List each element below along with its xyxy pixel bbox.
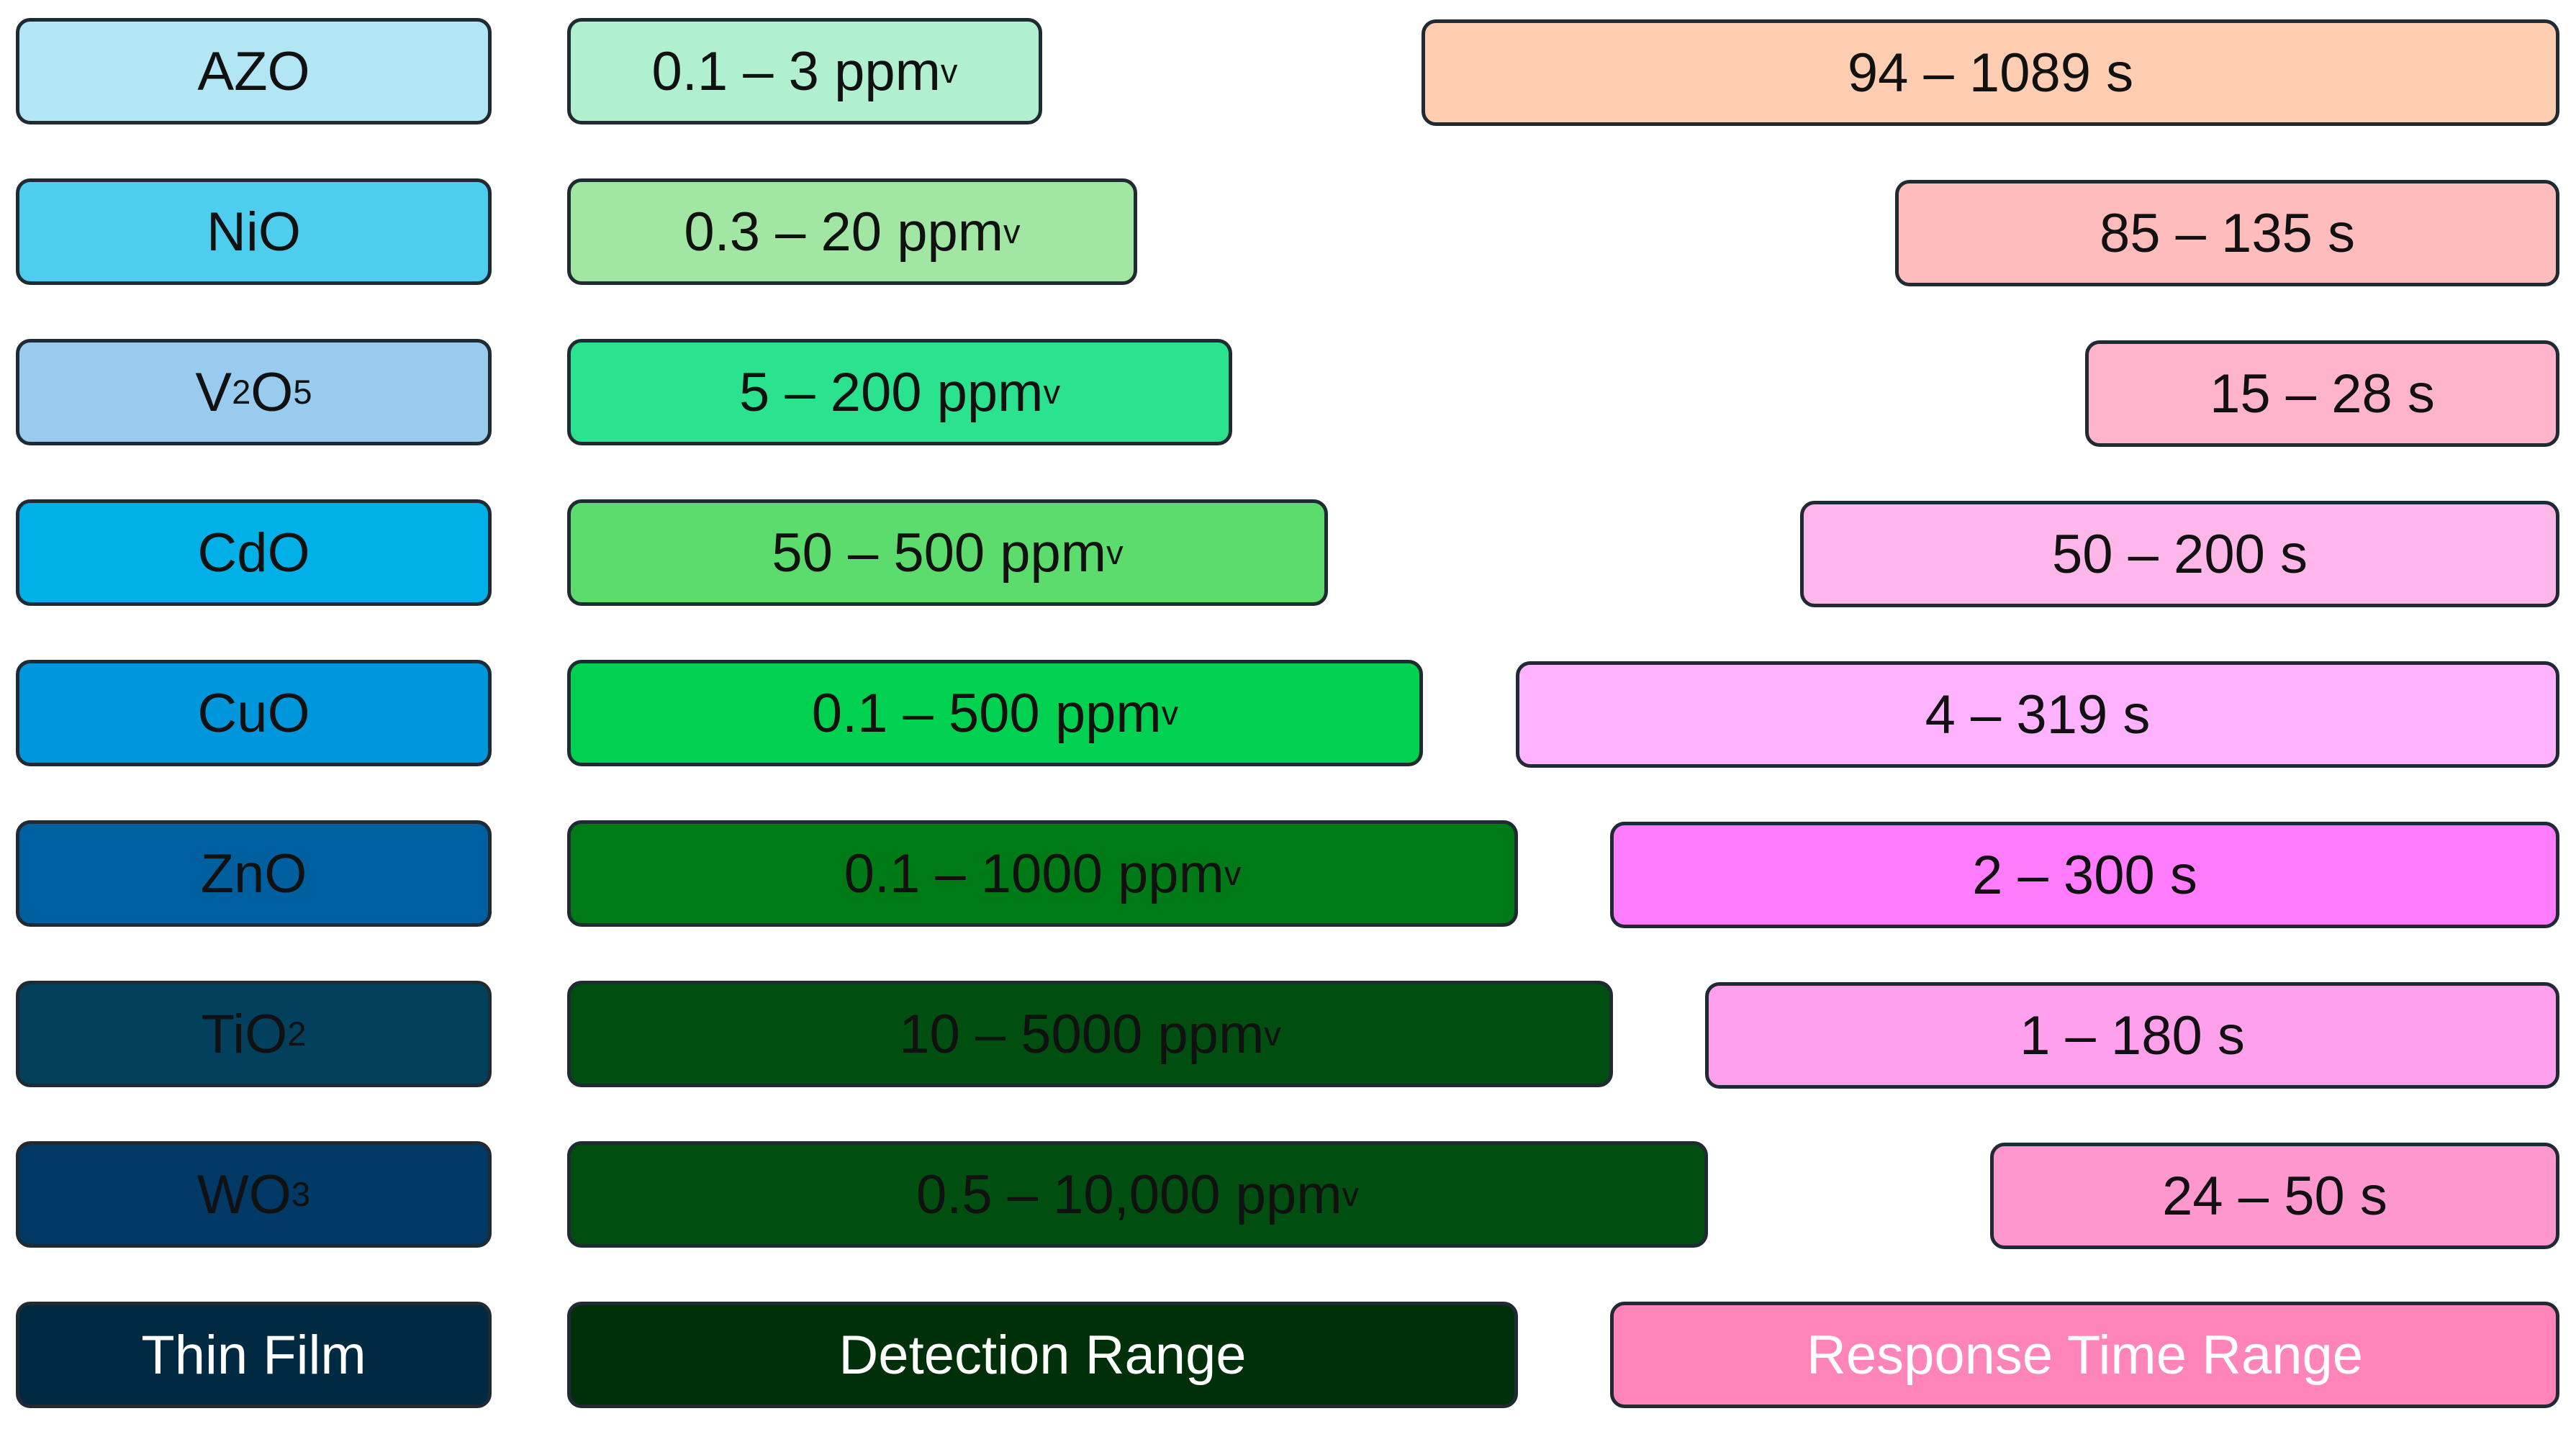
thin-film-box: ZnO [16, 820, 492, 927]
detection-range-label: 5 – 200 ppm [738, 361, 1044, 423]
legend-response-time-range: Response Time Range [1610, 1302, 2559, 1408]
thin-film-label: AZO [197, 40, 310, 102]
response-time-bar: 24 – 50 s [1990, 1143, 2559, 1249]
response-time-label: 85 – 135 s [2100, 202, 2355, 264]
thin-film-box: WO 3 [16, 1141, 492, 1248]
response-time-bar: 50 – 200 s [1800, 501, 2559, 607]
response-time-bar: 94 – 1089 s [1422, 19, 2559, 126]
response-time-bar: 4 – 319 s [1516, 661, 2559, 768]
detection-range-bar: 5 – 200 ppm v [567, 339, 1232, 445]
thin-film-label: V [195, 361, 232, 423]
detection-range-bar: 0.1 – 500 ppm v [567, 660, 1423, 766]
detection-range-bar: 0.1 – 3 ppm v [567, 18, 1042, 124]
thin-film-label: ZnO [200, 843, 307, 904]
response-time-bar: 2 – 300 s [1610, 822, 2559, 928]
legend-detection-range: Detection Range [567, 1302, 1518, 1408]
response-time-label: 4 – 319 s [1925, 684, 2151, 745]
thin-film-label: TiO [201, 1003, 288, 1065]
thin-film-box: CuO [16, 660, 492, 766]
detection-range-label: 50 – 500 ppm [772, 522, 1107, 584]
thin-film-label: CuO [197, 682, 310, 744]
thin-film-box: CdO [16, 499, 492, 606]
thin-film-box: AZO [16, 18, 492, 124]
response-time-bar: 15 – 28 s [2085, 340, 2559, 447]
response-time-bar: 85 – 135 s [1895, 180, 2559, 286]
thin-film-box: TiO 2 [16, 981, 492, 1087]
response-time-bar: 1 – 180 s [1705, 982, 2559, 1089]
detection-range-bar: 0.3 – 20 ppm v [567, 178, 1137, 285]
detection-range-bar: 50 – 500 ppm v [567, 499, 1328, 606]
legend-thin-film-label: Thin Film [141, 1324, 366, 1386]
legend-thin-film: Thin Film [16, 1302, 492, 1408]
response-time-label: 1 – 180 s [2020, 1004, 2245, 1066]
detection-range-label: 0.5 – 10,000 ppm [916, 1163, 1342, 1225]
detection-range-label: 0.1 – 500 ppm [811, 682, 1162, 744]
detection-range-label: 10 – 5000 ppm [899, 1003, 1265, 1065]
thin-film-label: NiO [207, 201, 301, 263]
detection-range-label: 0.3 – 20 ppm [684, 201, 1004, 263]
response-time-label: 94 – 1089 s [1847, 42, 2134, 104]
response-time-label: 24 – 50 s [2162, 1165, 2387, 1227]
thin-film-label: WO [196, 1163, 292, 1225]
thin-film-label: CdO [197, 522, 310, 584]
response-time-label: 2 – 300 s [1972, 844, 2197, 906]
detection-range-bar: 0.5 – 10,000 ppm v [567, 1141, 1708, 1248]
response-time-label: 50 – 200 s [2052, 523, 2308, 585]
detection-range-bar: 0.1 – 1000 ppm v [567, 820, 1518, 927]
thin-film-box: NiO [16, 178, 492, 285]
thin-film-label-suffix: O [250, 361, 294, 423]
detection-range-label: 0.1 – 3 ppm [651, 40, 941, 102]
legend-response-time-label: Response Time Range [1806, 1324, 2364, 1386]
detection-range-label: 0.1 – 1000 ppm [844, 843, 1224, 904]
detection-range-bar: 10 – 5000 ppm v [567, 981, 1613, 1087]
legend-detection-range-label: Detection Range [839, 1324, 1247, 1386]
response-time-label: 15 – 28 s [2210, 363, 2435, 425]
